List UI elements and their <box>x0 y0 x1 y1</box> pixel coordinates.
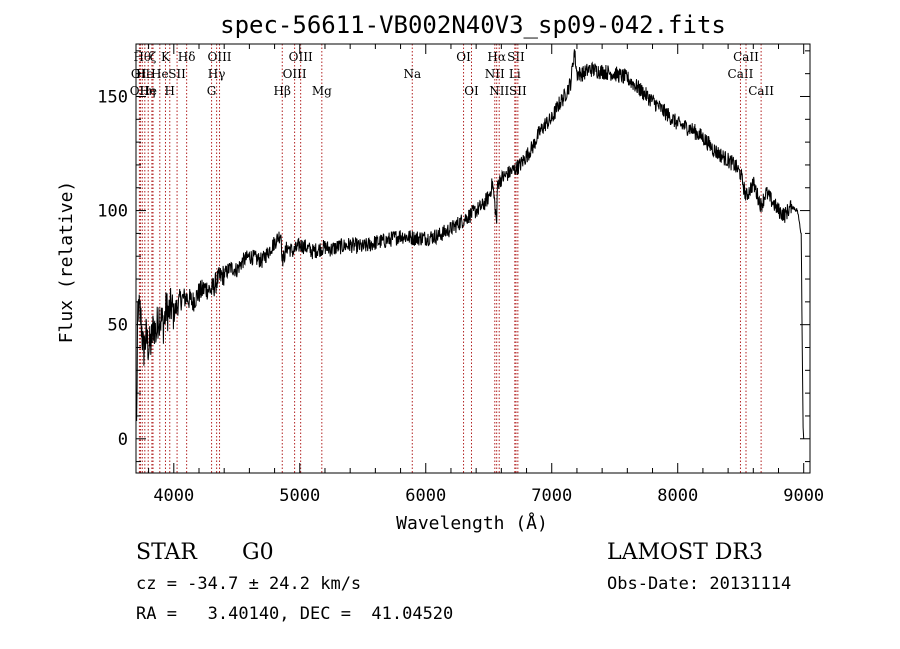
spectrum-series <box>135 49 805 439</box>
x-axis-ticks: 4000 5000 6000 7000 8000 9000 <box>148 44 824 506</box>
observation-date: Obs-Date: 20131114 <box>607 574 792 594</box>
line-marker-label: OIII <box>283 67 307 81</box>
line-marker-label: Hα <box>487 50 506 64</box>
line-marker-label: SII <box>509 84 527 98</box>
line-marker-label: H <box>165 84 175 98</box>
line-marker-label: G <box>207 84 217 98</box>
chart-title: spec-56611-VB002N40V3_sp09-042.fits <box>220 11 726 39</box>
y-axis-ticks: 0 50 100 150 <box>97 50 810 463</box>
line-marker-label: Hγ <box>208 67 226 81</box>
y-axis-title: Flux (relative) <box>56 181 77 344</box>
line-marker-label: Li <box>509 67 521 81</box>
plot-frame <box>135 43 811 474</box>
line-marker-label: SII <box>507 50 525 64</box>
line-marker-label: SII <box>168 67 186 81</box>
line-marker-label: Mg <box>312 84 332 98</box>
survey-name: LAMOST DR3 <box>607 540 763 565</box>
line-marker-label: He <box>136 67 154 81</box>
line-marker-label: OI <box>464 84 479 98</box>
line-marker-label: K <box>161 50 171 64</box>
spectral-line-markers: OIIOIIHθHeHeηζHeKHSIIHδGHγOIIIHβOIIIOIII… <box>130 44 774 473</box>
y-tick-label: 0 <box>118 430 128 450</box>
line-marker-label: Na <box>403 67 421 81</box>
x-tick-label: 6000 <box>405 486 446 506</box>
line-marker-label: CaII <box>728 67 754 81</box>
x-tick-label: 9000 <box>783 486 824 506</box>
line-marker-label: η <box>148 84 155 98</box>
x-tick-label: 7000 <box>531 486 572 506</box>
coordinates: RA = 3.40140, DEC = 41.04520 <box>136 604 454 624</box>
y-tick-label: 100 <box>97 202 128 222</box>
line-marker-label: Hδ <box>178 50 196 64</box>
line-marker-label: CaII <box>748 84 774 98</box>
line-marker-label: OI <box>456 50 471 64</box>
line-marker-label: He <box>151 67 169 81</box>
object-class: STAR <box>136 540 197 565</box>
line-marker-label: OIII <box>289 50 313 64</box>
line-marker-label: NII <box>485 67 505 81</box>
line-marker-label: ζ <box>150 50 157 64</box>
line-marker-label: Hθ <box>133 50 151 64</box>
x-tick-label: 4000 <box>153 486 194 506</box>
x-tick-label: 8000 <box>657 486 698 506</box>
line-marker-label: Hβ <box>274 84 291 98</box>
x-axis-title: Wavelength (Å) <box>396 512 548 534</box>
redshift-velocity: cz = -34.7 ± 24.2 km/s <box>136 574 362 594</box>
x-tick-label: 5000 <box>279 486 320 506</box>
y-tick-label: 50 <box>108 316 128 336</box>
line-marker-label: NII <box>489 84 509 98</box>
spectrum-line <box>135 49 805 439</box>
object-subclass: G0 <box>242 540 274 565</box>
line-marker-label: CaII <box>733 50 759 64</box>
y-tick-label: 150 <box>97 87 128 107</box>
line-marker-label: OIII <box>207 50 231 64</box>
